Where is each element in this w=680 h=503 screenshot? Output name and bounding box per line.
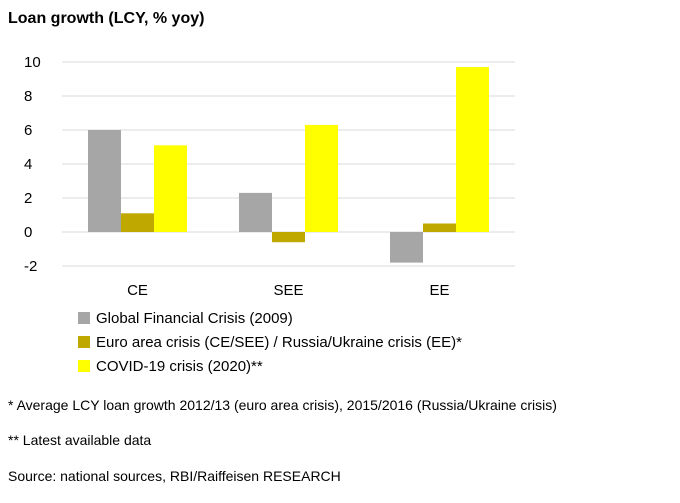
- bar: [390, 232, 423, 263]
- bar-chart: -2 0 2 4 6 8 10 CE SEE EE: [24, 54, 515, 299]
- legend-swatch-covid: [78, 360, 90, 372]
- legend-label-gfc: Global Financial Crisis (2009): [96, 309, 293, 327]
- legend-swatch-gfc: [78, 312, 90, 324]
- legend-swatch-euro-crisis: [78, 336, 90, 348]
- x-tick-label: SEE: [273, 282, 303, 299]
- y-tick-label: 10: [24, 54, 41, 71]
- bar: [423, 223, 456, 232]
- legend-item-covid: COVID-19 crisis (2020)**: [78, 354, 462, 378]
- bar: [121, 213, 154, 232]
- legend-label-euro-crisis: Euro area crisis (CE/SEE) / Russia/Ukrai…: [96, 333, 462, 351]
- y-tick-label: -2: [24, 258, 37, 275]
- bar: [88, 130, 121, 232]
- bar: [305, 124, 338, 232]
- legend: Global Financial Crisis (2009) Euro area…: [78, 306, 462, 378]
- bar: [272, 232, 305, 243]
- footnote-average: * Average LCY loan growth 2012/13 (euro …: [8, 397, 557, 413]
- y-tick-label: 6: [24, 122, 32, 139]
- legend-item-euro-crisis: Euro area crisis (CE/SEE) / Russia/Ukrai…: [78, 330, 462, 354]
- source-note: Source: national sources, RBI/Raiffeisen…: [8, 468, 341, 484]
- y-tick-label: 2: [24, 190, 32, 207]
- y-tick-label: 0: [24, 224, 32, 241]
- legend-item-gfc: Global Financial Crisis (2009): [78, 306, 462, 330]
- bar: [456, 67, 489, 232]
- x-tick-label: CE: [127, 282, 148, 299]
- x-tick-label: EE: [429, 282, 449, 299]
- legend-label-covid: COVID-19 crisis (2020)**: [96, 357, 263, 375]
- bar: [239, 192, 272, 232]
- bar: [154, 145, 187, 232]
- footnote-latest-data: ** Latest available data: [8, 432, 152, 448]
- chart-title: Loan growth (LCY, % yoy): [8, 10, 205, 27]
- y-tick-label: 4: [24, 156, 32, 173]
- y-tick-label: 8: [24, 88, 32, 105]
